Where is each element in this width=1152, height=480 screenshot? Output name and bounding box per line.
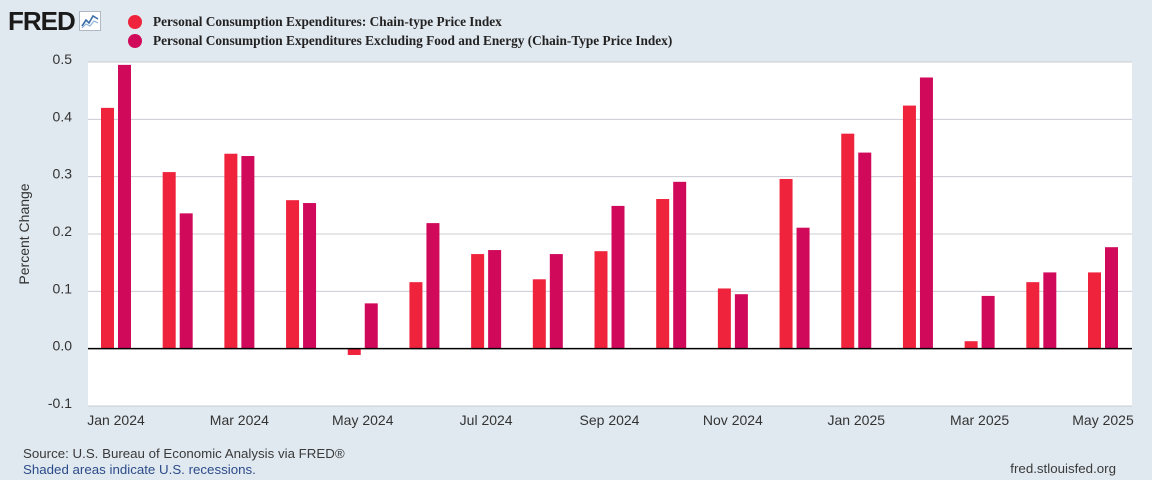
bar-core-pce[interactable] bbox=[118, 64, 131, 349]
x-tick-label: Mar 2024 bbox=[210, 412, 269, 428]
bar-core-pce[interactable] bbox=[734, 294, 748, 349]
bar-pce[interactable] bbox=[409, 282, 423, 349]
y-tick-label: 0.2 bbox=[53, 223, 73, 239]
recession-note-link[interactable]: Shaded areas indicate U.S. recessions. bbox=[23, 461, 256, 477]
bar-core-pce[interactable] bbox=[241, 156, 255, 349]
bars bbox=[101, 64, 1118, 355]
y-axis-ticks: -0.1 0.0 0.1 0.2 0.3 0.4 0.5 bbox=[48, 51, 72, 411]
x-axis-ticks: Jan 2024 Mar 2024 May 2024 Jul 2024 Sep 2024… bbox=[87, 412, 1134, 428]
bar-core-pce[interactable] bbox=[549, 254, 563, 349]
bar-core-pce[interactable] bbox=[364, 303, 378, 349]
y-tick-label: 0.1 bbox=[53, 280, 73, 296]
y-tick-label: 0.4 bbox=[53, 108, 73, 124]
bar-chart: -0.1 0.0 0.1 0.2 0.3 0.4 0.5 Jan 2024 Mar 2024 M… bbox=[16, 51, 1134, 428]
bar-pce[interactable] bbox=[656, 199, 670, 349]
bar-pce[interactable] bbox=[594, 251, 608, 349]
bar-pce[interactable] bbox=[471, 254, 485, 349]
bar-core-pce[interactable] bbox=[1043, 272, 1057, 349]
legend-item-pce[interactable]: Personal Consumption Expenditures: Chain… bbox=[128, 12, 672, 31]
x-tick-label: Jan 2024 bbox=[87, 412, 145, 428]
gridlines bbox=[88, 61, 1132, 407]
bar-core-pce[interactable] bbox=[796, 227, 810, 349]
bar-pce[interactable] bbox=[1026, 282, 1040, 349]
bar-pce[interactable] bbox=[779, 178, 793, 349]
bar-core-pce[interactable] bbox=[919, 77, 933, 349]
x-tick-label: Sep 2024 bbox=[580, 412, 640, 428]
source-text: Source: U.S. Bureau of Economic Analysis… bbox=[23, 446, 345, 461]
line-chart-icon bbox=[78, 11, 101, 31]
bar-core-pce[interactable] bbox=[488, 250, 502, 349]
bar-pce[interactable] bbox=[347, 348, 361, 355]
legend-label-pce: Personal Consumption Expenditures: Chain… bbox=[153, 13, 502, 29]
bar-pce[interactable] bbox=[224, 153, 238, 349]
bar-pce[interactable] bbox=[1088, 272, 1101, 349]
chart-legend: Personal Consumption Expenditures: Chain… bbox=[128, 12, 672, 50]
bar-pce[interactable] bbox=[964, 341, 978, 349]
y-tick-label: 0.3 bbox=[53, 166, 73, 182]
bar-pce[interactable] bbox=[101, 107, 114, 349]
bar-core-pce[interactable] bbox=[981, 295, 995, 349]
bar-core-pce[interactable] bbox=[303, 203, 317, 349]
bar-pce[interactable] bbox=[286, 200, 300, 349]
x-tick-label: Jul 2024 bbox=[460, 412, 513, 428]
legend-item-core-pce[interactable]: Personal Consumption Expenditures Exclud… bbox=[128, 31, 672, 50]
legend-marker-core-pce bbox=[128, 33, 142, 48]
bar-core-pce[interactable] bbox=[858, 152, 872, 349]
x-tick-label: Jan 2025 bbox=[827, 412, 885, 428]
x-tick-label: May 2025 bbox=[1072, 412, 1134, 428]
bar-pce[interactable] bbox=[841, 133, 855, 349]
bar-core-pce[interactable] bbox=[611, 205, 625, 349]
fred-url[interactable]: fred.stlouisfed.org bbox=[1010, 461, 1116, 476]
bar-core-pce[interactable] bbox=[179, 213, 193, 349]
bar-pce[interactable] bbox=[717, 288, 731, 349]
y-axis-label: Percent Change bbox=[16, 183, 32, 284]
legend-marker-pce bbox=[128, 14, 142, 29]
y-tick-label: -0.1 bbox=[48, 395, 72, 411]
fred-logo-text: FRED bbox=[8, 6, 76, 36]
bar-core-pce[interactable] bbox=[426, 223, 440, 349]
source-note: Source: U.S. Bureau of Economic Analysis… bbox=[23, 446, 345, 477]
legend-label-core-pce: Personal Consumption Expenditures Exclud… bbox=[153, 32, 673, 48]
x-tick-label: Mar 2025 bbox=[950, 412, 1009, 428]
bar-pce[interactable] bbox=[162, 172, 176, 349]
bar-pce[interactable] bbox=[532, 279, 546, 349]
bar-pce[interactable] bbox=[902, 105, 916, 349]
bar-core-pce[interactable] bbox=[1105, 247, 1118, 349]
x-tick-label: Nov 2024 bbox=[703, 412, 763, 428]
y-tick-label: 0.5 bbox=[53, 51, 73, 67]
bar-core-pce[interactable] bbox=[673, 181, 687, 349]
y-tick-label: 0.0 bbox=[53, 338, 73, 354]
x-tick-label: May 2024 bbox=[332, 412, 394, 428]
fred-logo[interactable]: FRED bbox=[8, 6, 101, 36]
